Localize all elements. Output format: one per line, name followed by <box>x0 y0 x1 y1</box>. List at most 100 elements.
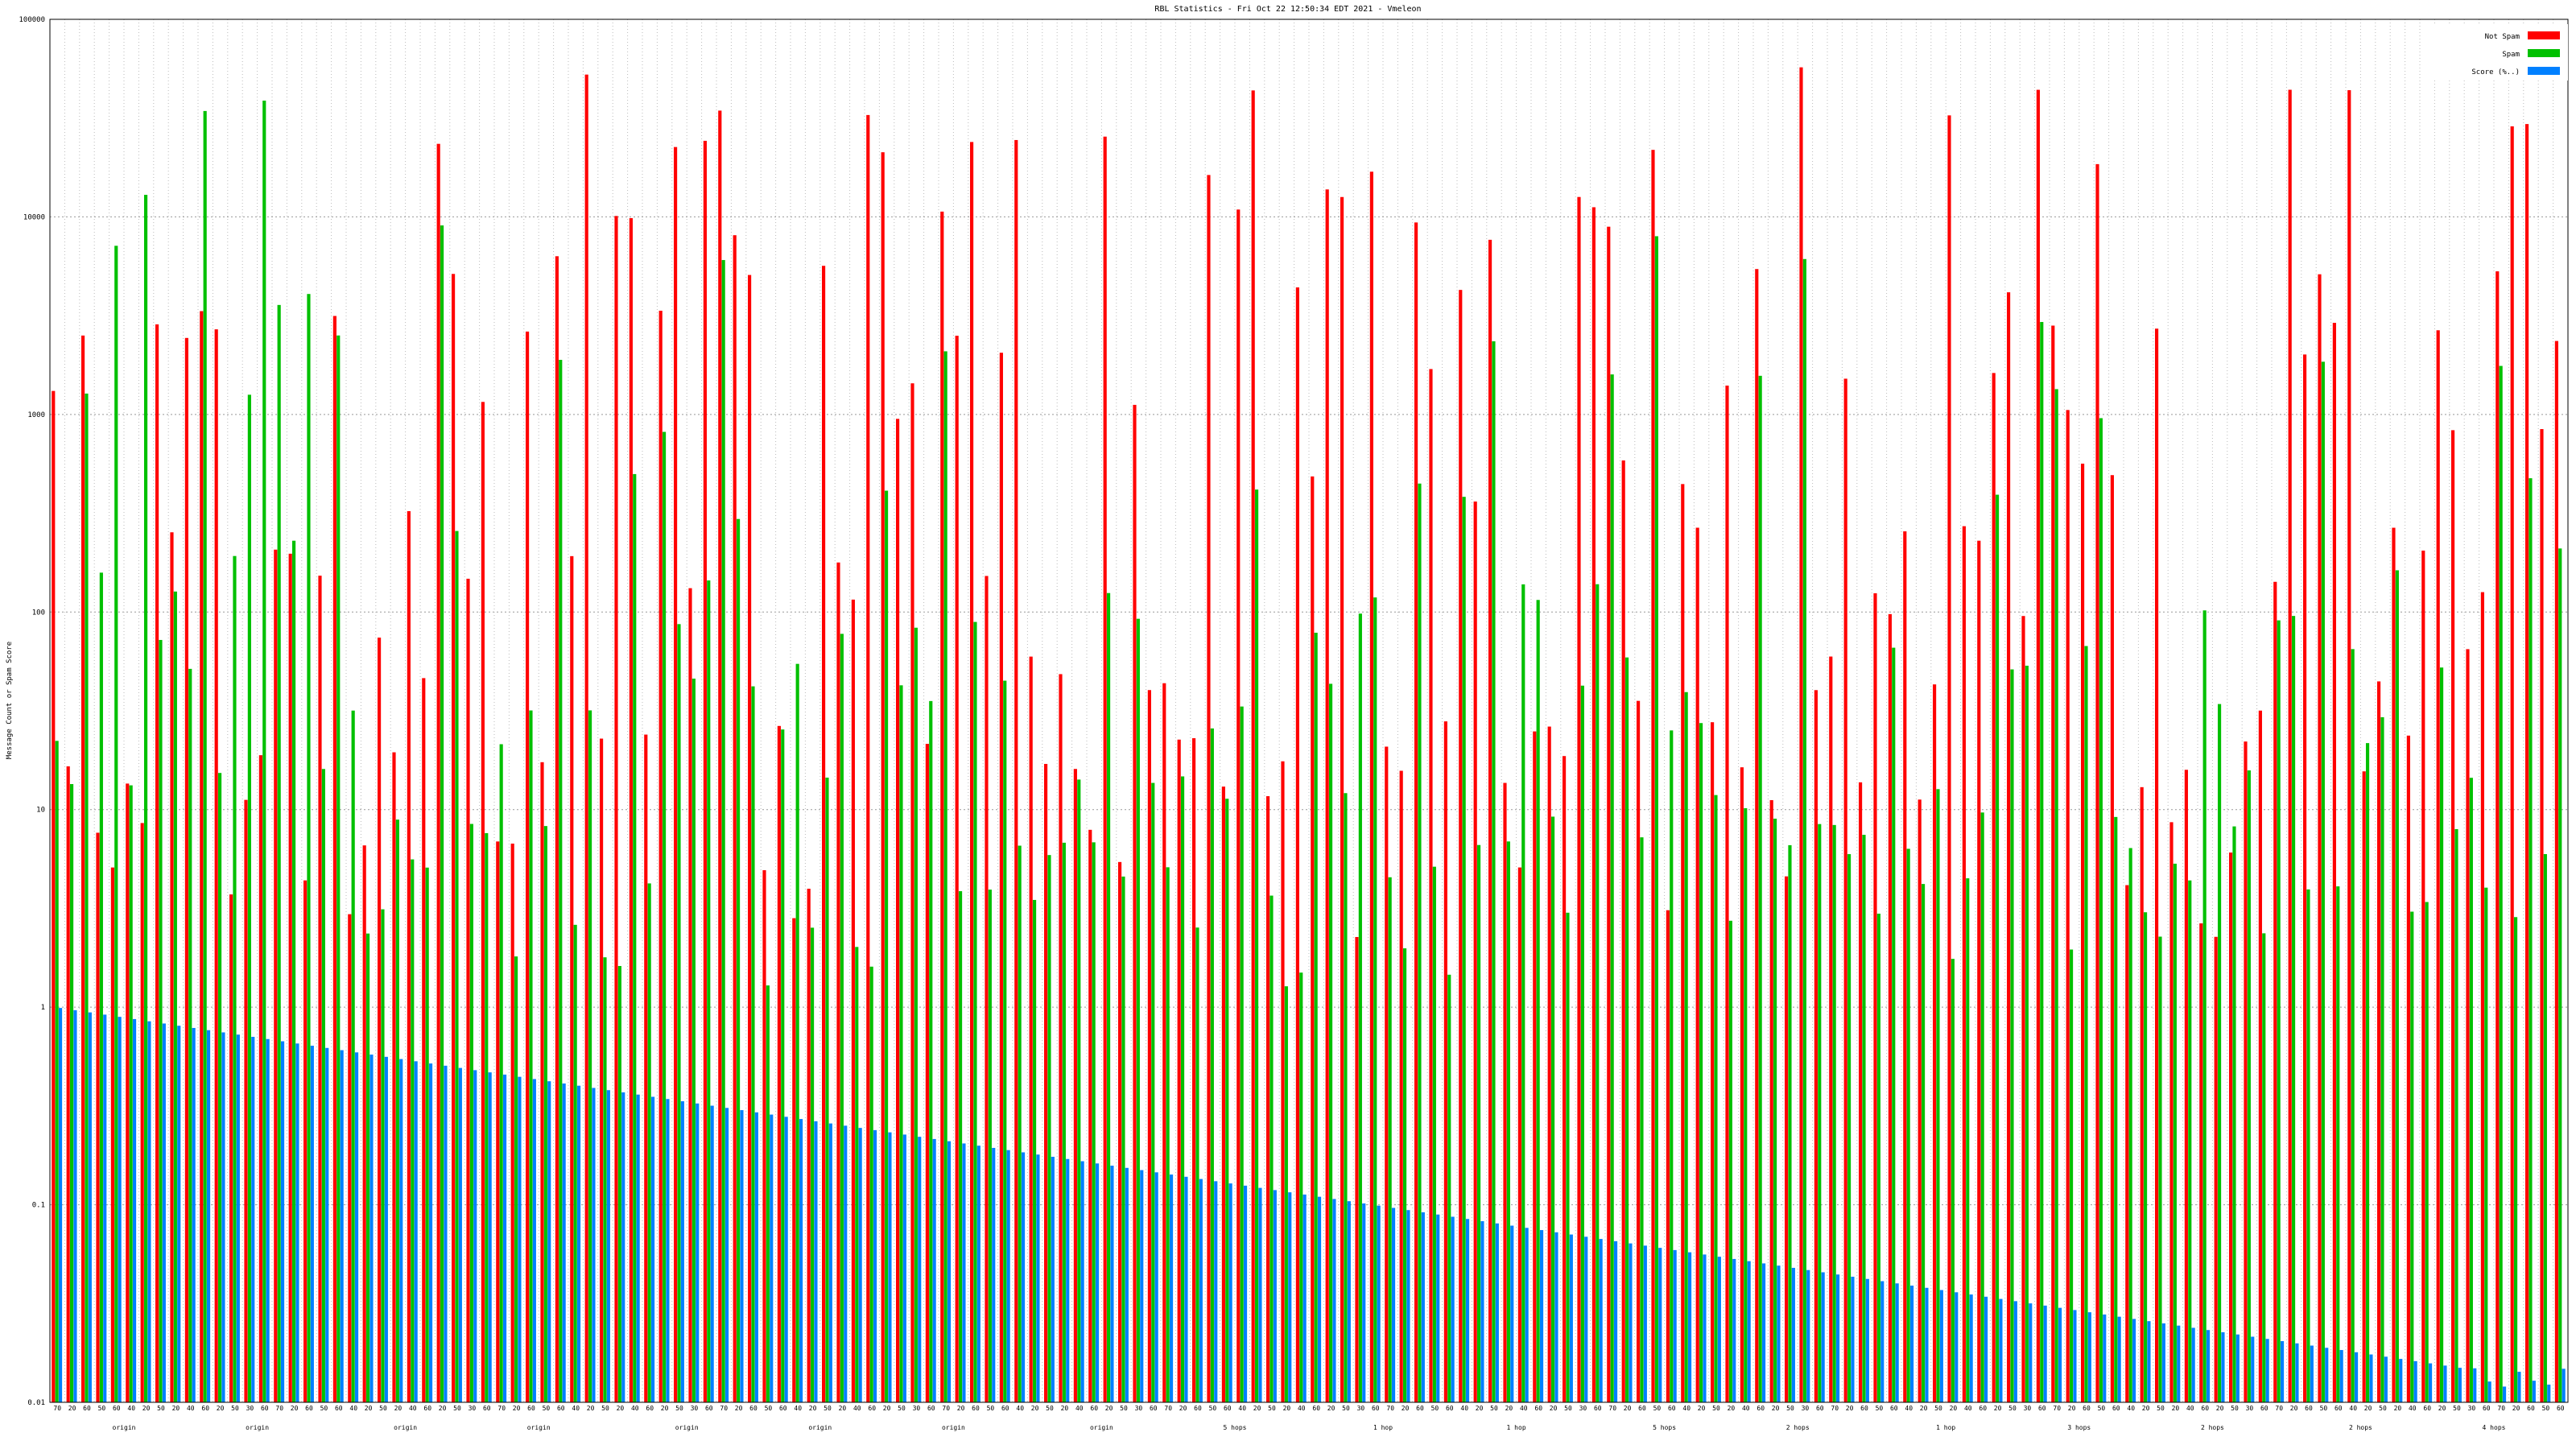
bar-not-spam <box>1073 769 1077 1402</box>
bar-spam <box>855 947 859 1402</box>
x-tick-label: 70 <box>1831 1405 1839 1412</box>
bar-not-spam <box>126 783 130 1402</box>
legend-swatch <box>2528 31 2560 39</box>
legend-swatch <box>2528 49 2560 57</box>
bar-spam <box>2469 778 2473 1402</box>
bar-not-spam <box>526 331 530 1402</box>
x-tick-label: 30 <box>1357 1405 1365 1412</box>
bar-not-spam <box>1517 867 1521 1402</box>
bar-score <box>221 1032 225 1402</box>
bar-score <box>206 1030 211 1402</box>
bar-not-spam <box>2169 822 2174 1402</box>
bar-score <box>384 1056 388 1402</box>
bar-not-spam <box>896 419 900 1402</box>
bar-score <box>2547 1385 2551 1402</box>
bar-spam <box>1684 691 1688 1402</box>
bar-not-spam <box>614 216 618 1402</box>
x-tick-label: 60 <box>83 1405 91 1412</box>
bar-score <box>1228 1183 1232 1402</box>
bar-not-spam <box>1563 756 1567 1402</box>
bar-score <box>177 1026 181 1402</box>
bar-score <box>606 1090 610 1402</box>
bar-spam <box>588 710 592 1402</box>
x-tick-label: 60 <box>1090 1405 1098 1412</box>
x-tick-label: 20 <box>1950 1405 1958 1412</box>
x-tick-label: 60 <box>1194 1405 1202 1412</box>
bar-score <box>2280 1341 2285 1402</box>
bar-score <box>1451 1216 1455 1402</box>
bar-score <box>1243 1185 1248 1402</box>
x-tick-label: 60 <box>201 1405 209 1412</box>
bar-not-spam <box>1369 171 1373 1403</box>
bar-spam <box>1447 974 1451 1402</box>
x-tick-label: 30 <box>2468 1405 2476 1412</box>
bar-score <box>295 1043 299 1402</box>
bar-not-spam <box>1962 526 1966 1402</box>
bar-not-spam <box>184 337 188 1402</box>
bar-spam <box>603 957 607 1402</box>
bar-spam <box>1699 723 1703 1402</box>
bar-score <box>280 1041 285 1402</box>
x-tick-label: 40 <box>1016 1405 1024 1412</box>
bar-score <box>428 1063 433 1402</box>
x-tick-label: 20 <box>142 1405 151 1412</box>
x-tick-label: 30 <box>2024 1405 2032 1412</box>
bar-spam <box>2173 863 2177 1402</box>
bar-score <box>814 1121 818 1402</box>
bar-score <box>828 1123 832 1402</box>
x-tick-label: 20 <box>2364 1405 2372 1412</box>
bar-spam <box>514 956 518 1402</box>
x-tick-label: 40 <box>1298 1405 1306 1412</box>
bar-spam <box>2040 321 2044 1403</box>
bar-not-spam <box>1044 763 1048 1402</box>
x-tick-label: 70 <box>720 1405 728 1412</box>
y-tick-label: 100 <box>32 609 45 617</box>
x-sublabel: origin <box>246 1424 269 1431</box>
x-tick-label: 60 <box>1001 1405 1009 1412</box>
bar-not-spam <box>792 918 796 1402</box>
bar-not-spam <box>1162 683 1166 1402</box>
x-sublabel: origin <box>527 1424 551 1431</box>
bar-not-spam <box>155 324 159 1402</box>
bar-not-spam <box>2036 89 2040 1402</box>
bar-score <box>1258 1187 1262 1402</box>
bar-not-spam <box>925 744 929 1402</box>
x-tick-label: 20 <box>1402 1405 1410 1412</box>
x-sublabel: origin <box>942 1424 965 1431</box>
bar-not-spam <box>955 336 959 1402</box>
bar-not-spam <box>540 762 544 1402</box>
x-tick-label: 20 <box>883 1405 891 1412</box>
bar-not-spam <box>985 576 989 1402</box>
bar-score <box>2562 1368 2566 1402</box>
bar-not-spam <box>392 752 396 1402</box>
bar-spam <box>1670 730 1674 1402</box>
x-tick-label: 50 <box>2157 1405 2165 1412</box>
bar-not-spam <box>2540 429 2544 1402</box>
bar-spam <box>914 627 918 1402</box>
x-tick-label: 30 <box>913 1405 921 1412</box>
bar-spam <box>2054 389 2058 1402</box>
bar-spam <box>1358 613 1362 1402</box>
bar-not-spam <box>1281 761 1285 1402</box>
bar-score <box>2428 1363 2433 1402</box>
bar-spam <box>1106 592 1111 1402</box>
bar-spam <box>1225 799 1229 1402</box>
bar-score <box>2458 1368 2462 1402</box>
bar-score <box>1613 1241 1618 1402</box>
x-sublabel: origin <box>1090 1424 1113 1431</box>
bar-spam <box>173 591 177 1402</box>
x-tick-label: 40 <box>127 1405 135 1412</box>
bar-spam <box>1344 793 1348 1402</box>
bar-spam <box>1462 497 1466 1403</box>
x-tick-label: 60 <box>2260 1405 2268 1412</box>
bar-score <box>1377 1205 1381 1402</box>
bar-not-spam <box>2347 90 2351 1402</box>
bar-spam <box>1788 844 1792 1402</box>
bar-not-spam <box>1118 861 1122 1402</box>
bar-spam <box>1314 633 1318 1402</box>
bar-spam <box>2425 902 2429 1402</box>
x-tick-label: 20 <box>1283 1405 1291 1412</box>
bar-not-spam <box>2436 330 2440 1403</box>
x-sublabel: 5 hops <box>1224 1424 1247 1431</box>
x-tick-label: 30 <box>469 1405 477 1412</box>
